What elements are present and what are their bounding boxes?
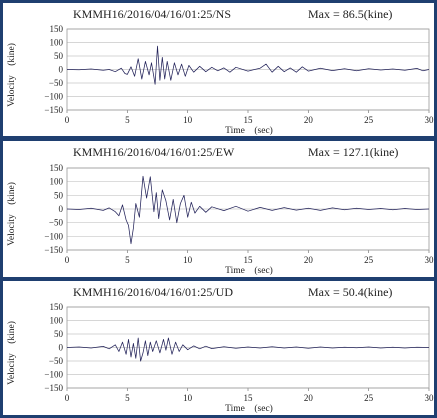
chart-ns-xtick-label: 0 — [65, 115, 70, 125]
chart-ns-velocity-trace — [66, 45, 430, 85]
chart-ud-ytick-label: 0 — [59, 343, 64, 353]
chart-ud-ytick-label: −50 — [49, 356, 64, 366]
chart-ud-plot: Velocity (kine) Time (sec) 150100500−50−… — [6, 302, 435, 414]
chart-ud-ylabel: Velocity (kine) — [6, 321, 17, 385]
chart-ew-ytick-label: 100 — [50, 177, 64, 187]
chart-ew-max-annotation: Max = 127.1(kine) — [308, 145, 399, 159]
chart-ns-panel: Velocity (kine) Time (sec) 150 100 50 0 −50−… — [3, 3, 434, 136]
chart-ew-xtick-label: 20 — [304, 255, 314, 265]
chart-ew-xtick-label: 10 — [183, 255, 193, 265]
chart-ns-plot: Velocity (kine) Time (sec) 150100500−50−… — [6, 24, 435, 136]
chart-ns-ytick-label: −100 — [44, 92, 63, 102]
chart-ns-ytick-label: 100 — [50, 38, 64, 48]
chart-ew-xtick-label: 0 — [65, 255, 70, 265]
chart-ew-ytick-label: 150 — [50, 163, 64, 173]
chart-ud-max-annotation: Max = 50.4(kine) — [308, 285, 393, 299]
chart-ns-ylabel: Velocity (kine) — [6, 43, 17, 107]
chart-ns-ytick-label: −150 — [44, 105, 63, 115]
chart-ns-xtick-label: 30 — [425, 115, 435, 125]
chart-ew-ytick-label: 50 — [54, 190, 64, 200]
chart-ew-title: KMMH16/2016/04/16/01:25/EW — [73, 145, 235, 159]
chart-ns-xtick-label: 10 — [183, 115, 193, 125]
chart-ud-ytick-label: 100 — [50, 316, 64, 326]
chart-ud-xtick-label: 25 — [364, 393, 374, 403]
chart-ew-velocity-trace — [66, 175, 430, 245]
chart-ew-xlabel: Time (sec) — [225, 265, 273, 276]
chart-ns-ytick-label: 150 — [50, 24, 64, 34]
chart-ud-title: KMMH16/2016/04/16/01:25/UD — [73, 285, 234, 299]
chart-ew-xtick-label: 25 — [364, 255, 374, 265]
chart-ud-xtick-label: 5 — [125, 393, 130, 403]
chart-ns-ytick-label: 50 — [54, 51, 64, 61]
chart-ns-xlabel: Time (sec) — [225, 125, 273, 136]
chart-ns-ytick-label: −50 — [49, 78, 64, 88]
chart-ns-xtick-label: 20 — [304, 115, 314, 125]
chart-ns-ytick-label: 0 — [59, 65, 64, 75]
chart-ew-ytick-label: −150 — [44, 245, 63, 255]
chart-ud-ytick-label: −100 — [44, 370, 63, 380]
chart-ud-xtick-label: 10 — [183, 393, 193, 403]
chart-ud-xlabel: Time (sec) — [225, 403, 273, 414]
chart-ns-max-annotation: Max = 86.5(kine) — [308, 7, 393, 21]
chart-ud-xtick-label: 30 — [425, 393, 435, 403]
chart-ns-title: KMMH16/2016/04/16/01:25/NS — [73, 7, 232, 21]
chart-ud-velocity-trace — [66, 337, 430, 362]
chart-ew-xtick-label: 5 — [125, 255, 130, 265]
chart-ew-plot: Velocity (kine) Time (sec) 150100500−50−… — [6, 163, 435, 276]
chart-ns-xtick-label: 25 — [364, 115, 374, 125]
chart-ud-ytick-label: 150 — [50, 302, 64, 312]
chart-ud-xtick-label: 0 — [65, 393, 70, 403]
chart-ew-ylabel: Velocity (kine) — [6, 182, 17, 246]
chart-ew-ytick-label: −50 — [49, 218, 64, 228]
chart-ew-panel: Velocity (kine) Time (sec) 150 100 50 0 −50−… — [3, 141, 434, 277]
chart-ud-ytick-label: −150 — [44, 383, 63, 393]
chart-ud-ytick-label: 50 — [54, 329, 64, 339]
chart-ud-xtick-label: 20 — [304, 393, 314, 403]
chart-ew-ytick-label: −100 — [44, 231, 63, 241]
chart-ew-ytick-label: 0 — [59, 204, 64, 214]
chart-ns-xtick-label: 15 — [244, 115, 254, 125]
chart-ud-xtick-label: 15 — [244, 393, 254, 403]
chart-ns-xtick-label: 5 — [125, 115, 130, 125]
chart-ew-xtick-label: 15 — [244, 255, 254, 265]
chart-ew-xtick-label: 30 — [425, 255, 435, 265]
chart-ud-panel: Velocity (kine) Time (sec) 150 100 50 0 −50−… — [3, 281, 434, 415]
